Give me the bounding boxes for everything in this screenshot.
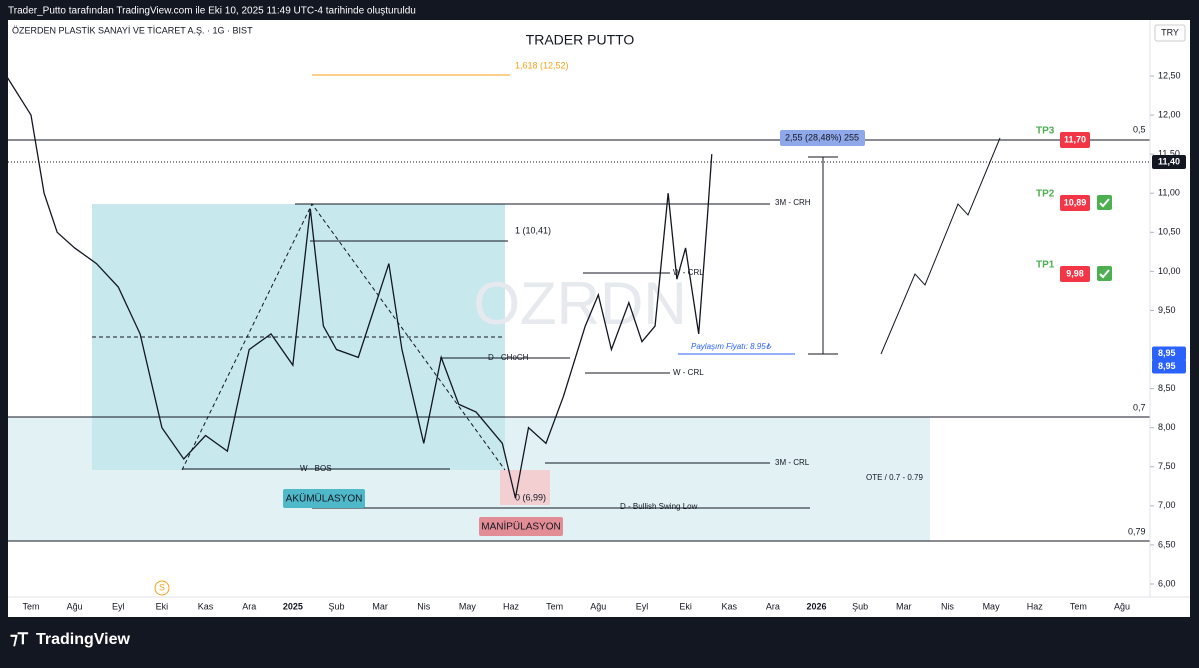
annotation: 3M - CRH [775, 198, 811, 207]
y-tick-label: 11,00 [1158, 188, 1180, 198]
event[interactable]: S [159, 582, 165, 592]
x-tick-label: Şub [328, 601, 344, 611]
x-tick-label: Haz [503, 601, 520, 611]
x-tick-label: Kas [198, 601, 214, 611]
x-tick-label: Ara [242, 601, 256, 611]
symbol: ÖZERDEN PLASTİK SANAYİ VE TİCARET A.Ş. ·… [12, 25, 253, 35]
x-tick-label: 2026 [807, 601, 827, 611]
target-label: 10,89 [1064, 197, 1087, 207]
x-tick-label: Nis [417, 601, 430, 611]
x-tick-label: Ara [766, 601, 780, 611]
annotation: MANİPÜLASYON [481, 520, 560, 533]
annotation: 1 (10,41) [515, 225, 551, 235]
annotation: AKÜMÜLASYON [286, 493, 363, 505]
watermark: OZRDN [473, 270, 686, 337]
x-tick-label: Şub [852, 601, 868, 611]
annotation: D - CHoCH [488, 353, 529, 362]
x-tick-label: Ağu [590, 601, 606, 611]
x-tick-label: Nis [941, 601, 954, 611]
annotation: W - CRL [673, 368, 704, 377]
y-tick-label: 9,50 [1158, 305, 1176, 315]
annotation: 0,7 [1133, 402, 1146, 412]
caption: Trader_Putto tarafından TradingView.com … [8, 6, 416, 17]
y-tick-label: 8,00 [1158, 422, 1176, 432]
x-tick-label: Eyl [636, 601, 649, 611]
annotation: 0,79 [1128, 526, 1146, 536]
tag [283, 489, 365, 508]
y-tick-label: 7,00 [1158, 500, 1176, 510]
manipulation-box [500, 470, 550, 505]
y-tick-label: 8,50 [1158, 383, 1176, 393]
annotation: OTE / 0.7 - 0.79 [866, 473, 923, 482]
target-name: TP2 [1036, 189, 1055, 200]
price-label-box [1152, 154, 1186, 169]
target-box [1060, 132, 1090, 148]
target-box [1060, 266, 1090, 282]
brand: TradingView [36, 631, 131, 648]
annotation: 0 (6,99) [515, 492, 546, 502]
annotation: 3M - CRL [775, 458, 810, 467]
x-tick-label: Tem [546, 601, 563, 611]
target-label: 11,70 [1064, 134, 1086, 144]
check-mark [1099, 269, 1110, 279]
check-box [1097, 195, 1112, 210]
price-label: 8,95 [1158, 348, 1176, 358]
target-name: TP3 [1036, 126, 1055, 137]
y-tick-label: 7,50 [1158, 461, 1176, 471]
price-label: 11,40 [1158, 156, 1180, 166]
annotation: 2,55 (28,48%) 255 [785, 132, 859, 142]
x-tick-label: 2025 [283, 601, 303, 611]
check-box [1097, 266, 1112, 281]
y-tick-label: 12,00 [1158, 109, 1181, 119]
x-tick-label: Kas [721, 601, 737, 611]
price-line [0, 64, 713, 499]
annotation: W - CRL [673, 268, 704, 277]
x-tick-label: May [459, 601, 477, 611]
y-tick-label: 11,50 [1158, 149, 1180, 159]
x-tick-label: Ağu [67, 601, 83, 611]
title: TRADER PUTTO [526, 32, 635, 48]
currency: TRY [1161, 27, 1179, 37]
y-tick-label: 10,50 [1158, 227, 1181, 237]
brand-logo: ⁊ꓔ [10, 631, 29, 648]
annotation: 0,5 [1133, 124, 1146, 134]
target-label: 9,98 [1066, 268, 1084, 278]
y-tick-label: 10,00 [1158, 266, 1181, 276]
x-tick-label: Eyl [112, 601, 125, 611]
price-label-box [1152, 359, 1186, 374]
x-tick-label: Tem [1070, 601, 1087, 611]
target-box [1060, 195, 1090, 211]
measure-box [780, 130, 865, 146]
annotation: Paylaşım Fiyatı: 8.95₺ [691, 342, 772, 351]
x-tick-label: Mar [372, 601, 388, 611]
levels [8, 137, 1150, 542]
annotation: W - BOS [300, 464, 332, 473]
event-icon[interactable] [154, 580, 170, 596]
x-tick-label: Eki [156, 601, 169, 611]
x-tick-label: May [983, 601, 1001, 611]
tag [479, 517, 563, 536]
check-mark [1099, 198, 1110, 208]
y-tick-label: 12,50 [1158, 70, 1181, 80]
x-tick-label: Haz [1027, 601, 1044, 611]
x-tick-label: Eki [679, 601, 692, 611]
y-tick-label: 6,00 [1158, 578, 1176, 588]
target-name: TP1 [1036, 260, 1055, 271]
x-tick-label: Tem [22, 601, 39, 611]
price-label-box [1152, 346, 1186, 361]
annotation: 1,618 (12,52) [515, 60, 569, 70]
price-label: 8,95 [1158, 361, 1176, 371]
x-tick-label: Mar [896, 601, 912, 611]
y-tick-label: 6,50 [1158, 539, 1176, 549]
currency-box [1154, 24, 1186, 42]
annotation: D - Bullish Swing Low [620, 502, 698, 511]
x-tick-label: Ağu [1114, 601, 1130, 611]
